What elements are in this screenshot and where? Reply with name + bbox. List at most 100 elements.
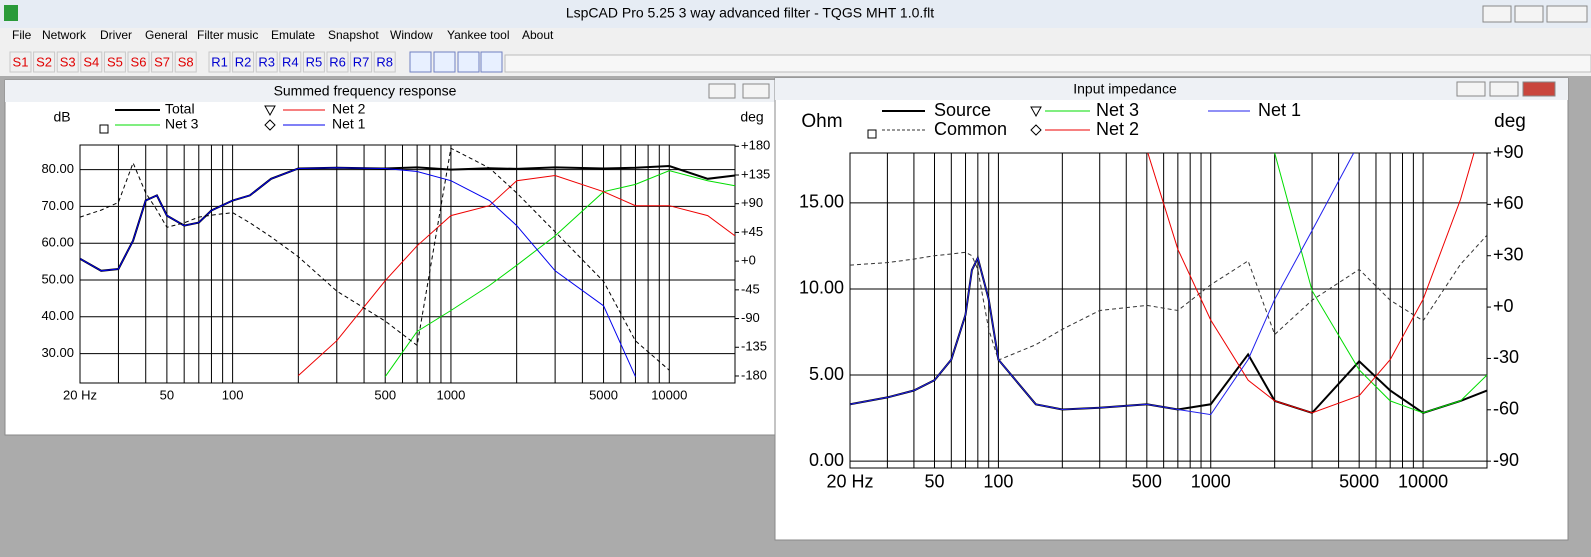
legend-label: Net 1 [1258, 100, 1301, 120]
menu-item[interactable]: Emulate [271, 28, 315, 42]
y2-tick-label: +0 [1493, 296, 1514, 316]
menu-item[interactable]: Driver [100, 28, 132, 42]
toolbar-button-label[interactable]: R1 [211, 54, 228, 69]
toolbar-button-label[interactable]: S2 [36, 54, 52, 69]
toolbar-button-label[interactable]: S5 [107, 54, 123, 69]
toolbar-button[interactable] [255, 51, 278, 73]
toolbar-button-label[interactable]: R4 [282, 54, 299, 69]
legend-label: Common [934, 119, 1007, 139]
y2-tick-label: +45 [741, 224, 763, 239]
tool-icon[interactable] [480, 51, 503, 73]
menu-item[interactable]: Filter music [197, 28, 258, 42]
status-field [504, 54, 1591, 73]
child-title-bar [775, 78, 1568, 100]
x-tick-label: 1000 [436, 388, 465, 403]
toolbar-button[interactable] [33, 51, 56, 73]
y2-tick-label: +90 [1493, 142, 1524, 162]
legend-label: Total [165, 101, 195, 117]
y2-tick-label: -180 [741, 367, 767, 382]
child-title-bar [5, 80, 775, 102]
toolbar-button[interactable] [302, 51, 325, 73]
tool-icon[interactable] [457, 51, 480, 73]
close-button[interactable] [1546, 5, 1588, 23]
tool-icon[interactable] [409, 51, 432, 73]
toolbar-button-label[interactable]: S8 [178, 54, 194, 69]
menu-item[interactable]: Yankee tool [447, 28, 510, 42]
toolbar-button-label[interactable]: S1 [13, 54, 29, 69]
y2-tick-label: -90 [741, 310, 760, 325]
menu-item[interactable]: Network [42, 28, 87, 42]
series-line [297, 174, 735, 376]
toolbar-button-label[interactable]: R5 [306, 54, 323, 69]
child-window-title: Summed frequency response [274, 83, 457, 99]
child-maximize[interactable] [742, 83, 770, 99]
y-axis-label: Ohm [801, 111, 842, 132]
y2-tick-label: -135 [741, 339, 767, 354]
toolbar-button-label[interactable]: R8 [376, 54, 393, 69]
menu-item[interactable]: About [522, 28, 554, 42]
toolbar-button[interactable] [56, 51, 79, 73]
toolbar-button-label[interactable]: S6 [131, 54, 147, 69]
menu-item[interactable]: Window [390, 28, 433, 42]
toolbar-button[interactable] [208, 51, 231, 73]
x-tick-label: 50 [924, 471, 944, 491]
legend-marker [867, 129, 877, 139]
toolbar-button[interactable] [326, 51, 349, 73]
toolbar-button-label[interactable]: S3 [60, 54, 76, 69]
y-tick-label: 60.00 [41, 235, 74, 250]
y2-tick-label: +0 [741, 253, 756, 268]
menu-item[interactable]: File [12, 28, 32, 42]
legend-marker [1030, 124, 1042, 136]
legend-label: Net 3 [1096, 100, 1139, 120]
y-tick-label: 70.00 [41, 198, 74, 213]
y2-axis-label: deg [740, 109, 763, 125]
child-minimize[interactable] [708, 83, 736, 99]
y2-tick-label: +180 [741, 138, 770, 153]
legend-marker [1030, 106, 1042, 118]
y2-tick-label: -30 [1493, 347, 1519, 367]
y-tick-label: 15.00 [799, 192, 844, 212]
toolbar-button[interactable] [232, 51, 255, 73]
toolbar-button[interactable] [373, 51, 396, 73]
y-tick-label: 80.00 [41, 161, 74, 176]
y-axis-label: dB [53, 109, 70, 125]
toolbar-button[interactable] [80, 51, 103, 73]
series-line [384, 170, 735, 377]
menu-item[interactable]: General [145, 28, 188, 42]
tool-icon[interactable] [433, 51, 456, 73]
toolbar-button[interactable] [279, 51, 302, 73]
plot-frame [79, 144, 736, 384]
toolbar-button[interactable] [151, 51, 174, 73]
x-tick-label: 10000 [1398, 471, 1448, 491]
series-line [1274, 153, 1487, 414]
toolbar-button[interactable] [127, 51, 150, 73]
toolbar-button-label[interactable]: R7 [353, 54, 370, 69]
toolbar-button[interactable] [103, 51, 126, 73]
toolbar-button-label[interactable]: S4 [83, 54, 99, 69]
toolbar-button-label[interactable]: R3 [258, 54, 275, 69]
child-close[interactable] [1522, 81, 1556, 97]
child-maximize[interactable] [1489, 81, 1519, 97]
series-line [80, 167, 636, 377]
y2-axis-label: deg [1494, 111, 1526, 132]
toolbar-button-label[interactable]: R2 [235, 54, 252, 69]
maximize-button[interactable] [1514, 5, 1544, 23]
series-line [1147, 153, 1475, 414]
y2-tick-label: -45 [741, 281, 760, 296]
toolbar-button[interactable] [9, 51, 32, 73]
minimize-button[interactable] [1482, 5, 1512, 23]
legend-marker [264, 105, 276, 117]
child-minimize[interactable] [1456, 81, 1486, 97]
y2-tick-label: +30 [1493, 244, 1524, 264]
series-line [850, 153, 1355, 416]
toolbar-button[interactable] [174, 51, 197, 73]
toolbar-button-label[interactable]: R6 [329, 54, 346, 69]
y2-tick-label: -90 [1493, 450, 1519, 470]
toolbar-button[interactable] [350, 51, 373, 73]
x-tick-label: 100 [222, 388, 244, 403]
toolbar-button-label[interactable]: S7 [154, 54, 170, 69]
menu-item[interactable]: Snapshot [328, 28, 379, 42]
plot-frame [849, 152, 1488, 469]
